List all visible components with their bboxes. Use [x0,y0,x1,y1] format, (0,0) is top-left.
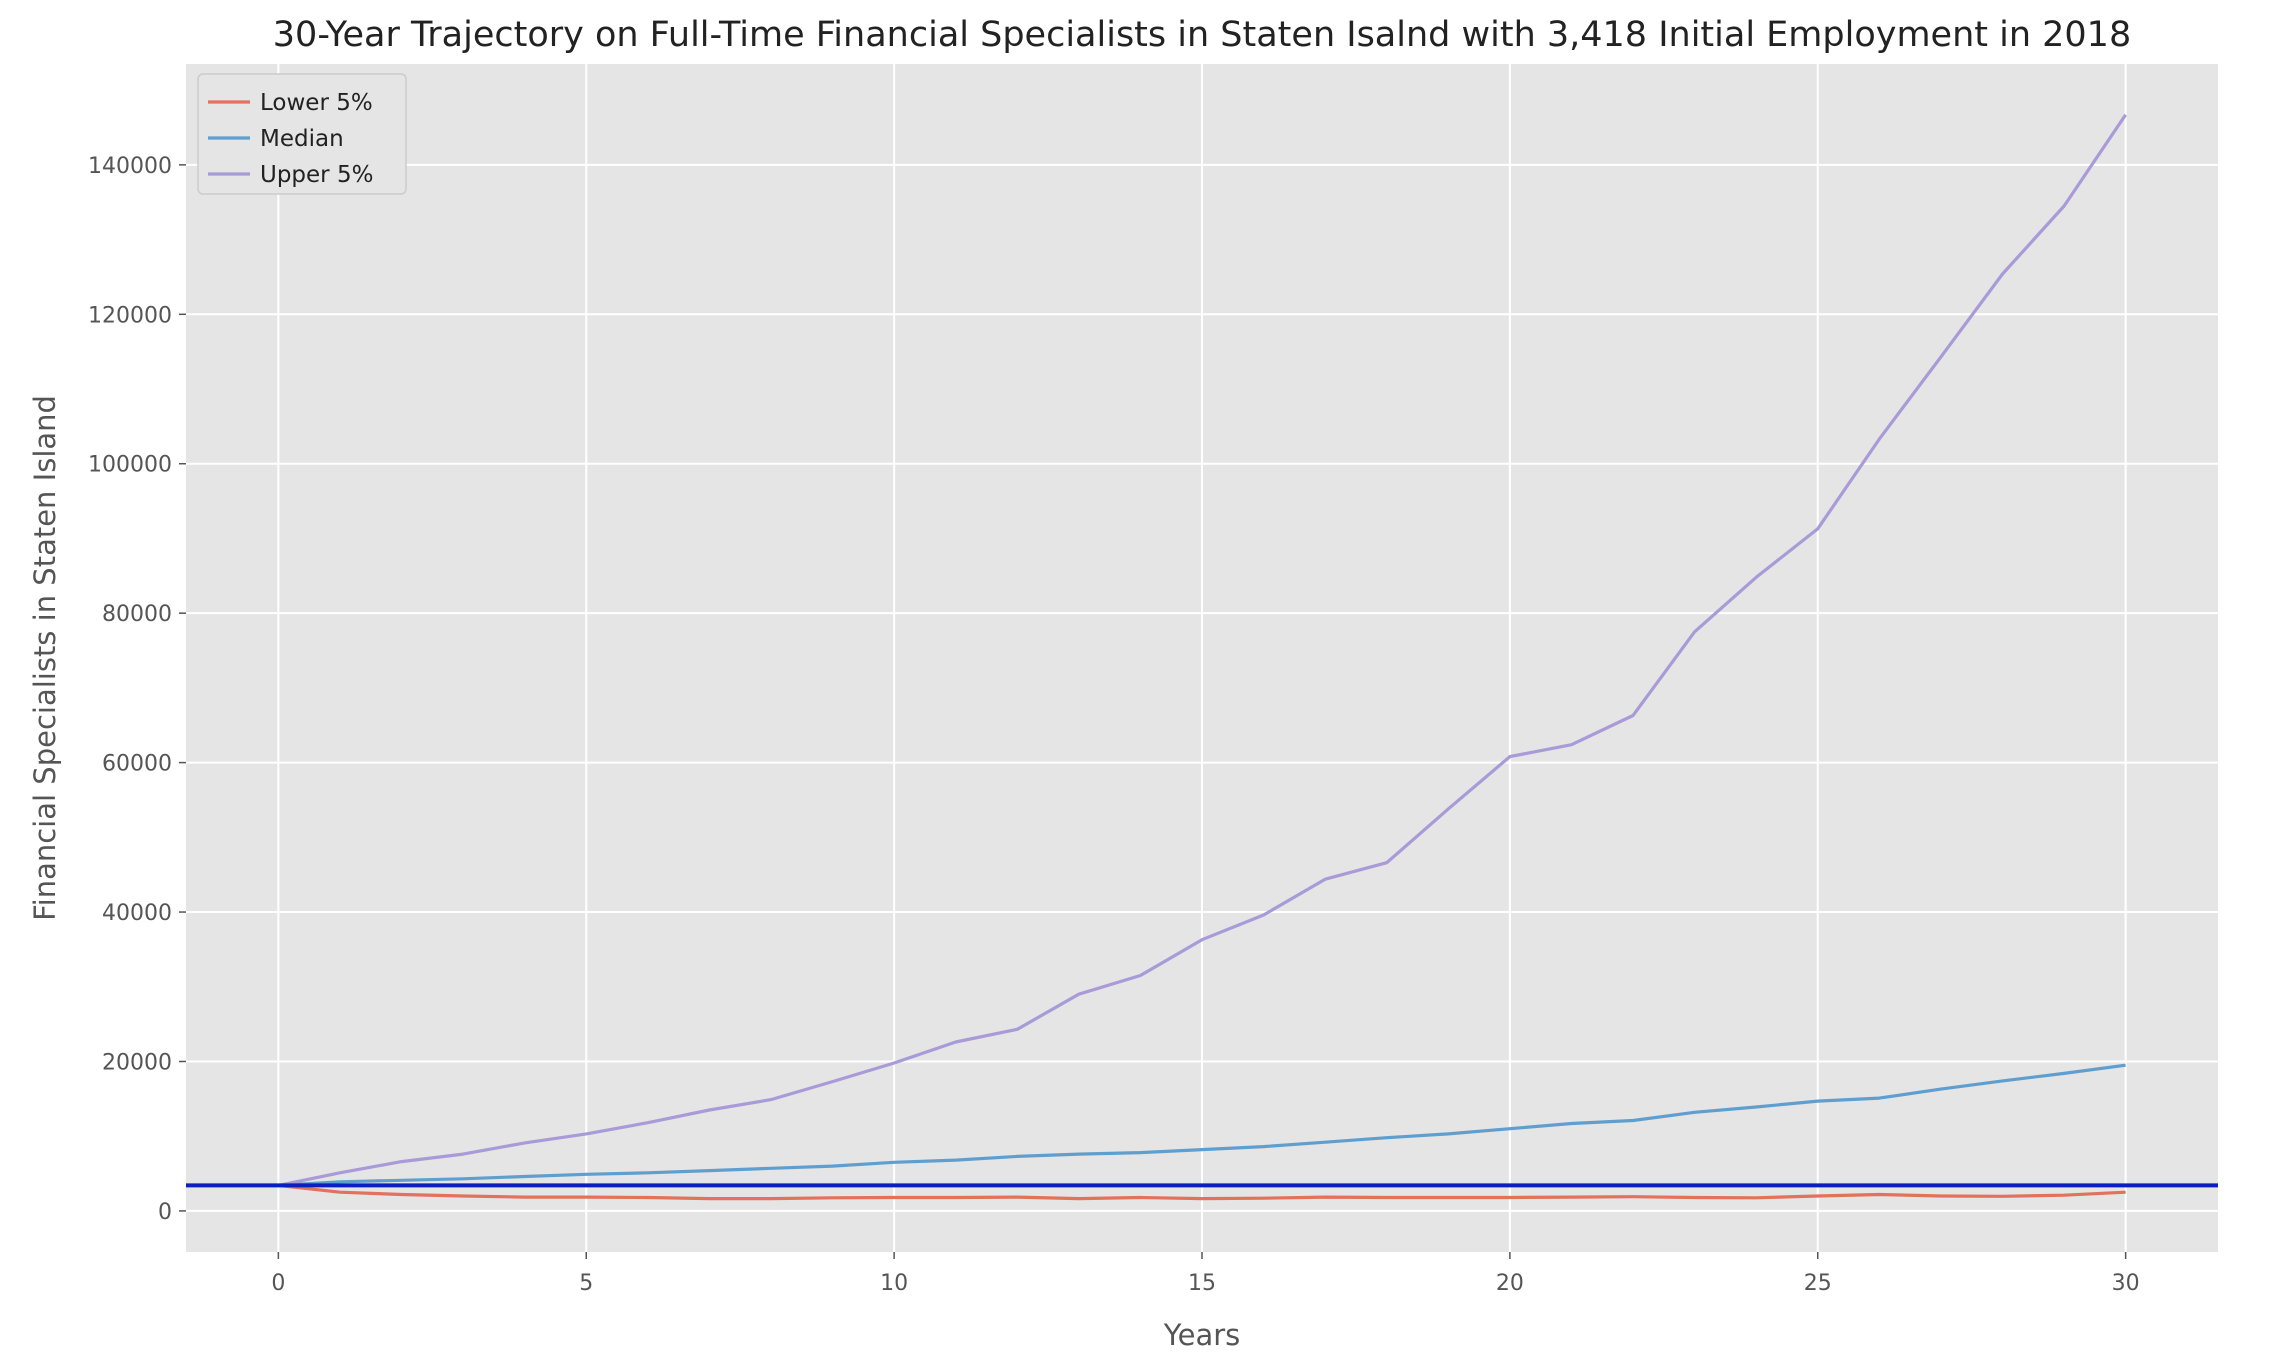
series-line-upper-5 [278,113,2127,1187]
x-tick-label: 20 [1496,1271,1524,1296]
grid-lines [186,64,2218,1252]
y-tick-label: 100000 [88,453,172,478]
chart-title: 30-Year Trajectory on Full-Time Financia… [273,15,2131,55]
y-tick-label: 20000 [102,1050,172,1075]
x-tick-label: 10 [880,1271,908,1296]
legend-label: Upper 5% [260,162,373,188]
x-tick-label: 15 [1188,1271,1216,1296]
legend-label: Median [260,126,344,152]
series-lines [278,113,2127,1201]
y-tick-label: 40000 [102,901,172,926]
series-line-lower-5 [278,1183,2126,1201]
x-axis-ticks: 0 5 10 15 20 25 30 [271,1252,2140,1296]
x-axis-label: Years [1163,1318,1241,1352]
x-tick-label: 0 [271,1271,285,1296]
y-tick-label: 60000 [102,752,172,777]
x-tick-label: 5 [579,1271,593,1296]
x-tick-label: 25 [1804,1271,1832,1296]
y-tick-label: 0 [158,1200,172,1225]
y-axis-label: Financial Specialists in Staten Island [28,395,62,921]
legend-box [197,73,407,195]
legend: Lower 5% Median Upper 5% [197,73,407,195]
y-tick-label: 120000 [88,303,172,328]
x-tick-label: 30 [2112,1271,2140,1296]
series-line-median [278,1063,2126,1187]
y-axis-ticks: 0 20000 40000 60000 80000 100000 120000 140000 [88,154,186,1225]
legend-label: Lower 5% [260,90,373,116]
y-tick-label: 80000 [102,602,172,627]
y-tick-label: 140000 [88,154,172,179]
